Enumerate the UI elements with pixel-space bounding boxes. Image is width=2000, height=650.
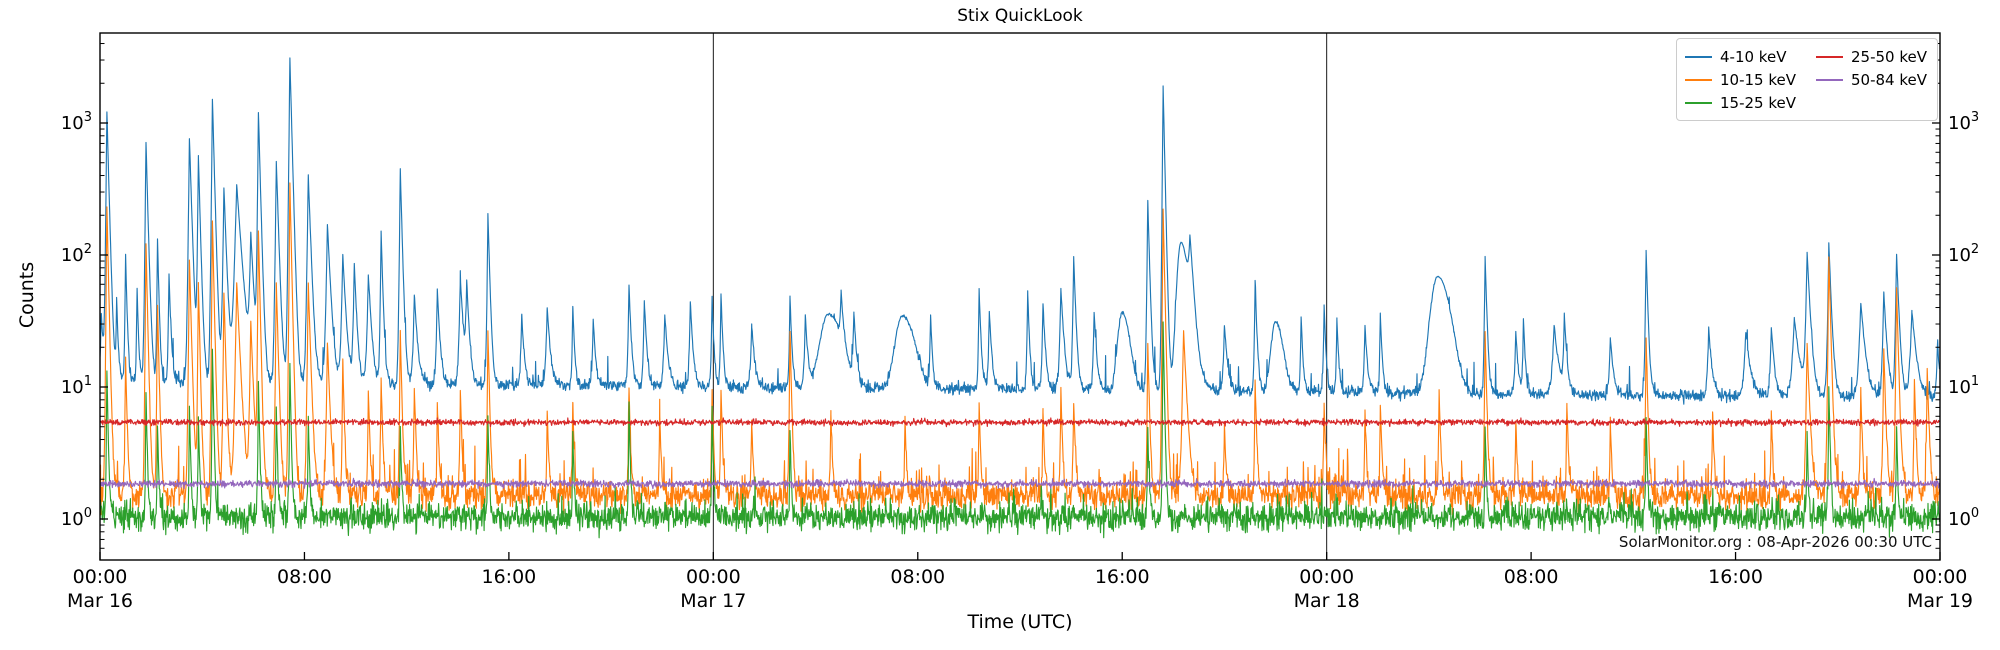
x-tick-label: 16:00	[1708, 566, 1763, 588]
x-tick-label: 00:00	[73, 566, 128, 588]
series-line-10-15-kev	[100, 182, 1940, 516]
x-tick-label: 00:00	[1299, 566, 1354, 588]
legend-swatch	[1816, 56, 1843, 58]
legend-label: 4-10 keV	[1720, 48, 1787, 66]
chart-title: Stix QuickLook	[957, 6, 1083, 26]
legend-swatch	[1685, 79, 1712, 81]
x-tick-label: 16:00	[482, 566, 537, 588]
legend-swatch	[1685, 56, 1712, 58]
y-axis-label: Counts	[16, 261, 38, 329]
x-tick-label: 08:00	[277, 566, 332, 588]
x-date-label: Mar 17	[680, 590, 746, 612]
x-date-label: Mar 16	[67, 590, 133, 612]
x-tick-label: 08:00	[1504, 566, 1559, 588]
legend-label: 15-25 keV	[1720, 94, 1796, 112]
y-tick-label-left: 102	[61, 242, 92, 266]
legend-item-25-50-kev: 25-50 keV	[1816, 46, 1929, 68]
series-line-4-10-kev	[100, 57, 1940, 405]
x-axis-label: Time (UTC)	[967, 611, 1073, 633]
y-tick-label-right: 102	[1948, 242, 1979, 266]
legend-label: 10-15 keV	[1720, 71, 1796, 89]
y-tick-label-right: 103	[1948, 110, 1979, 134]
legend-box: 4-10 keV 10-15 keV 15-25 keV 25-50 keV 50-84…	[1676, 38, 1938, 121]
x-tick-label: 08:00	[890, 566, 945, 588]
y-tick-label-left: 101	[61, 374, 92, 398]
x-tick-label: 16:00	[1095, 566, 1150, 588]
x-tick-label: 00:00	[686, 566, 741, 588]
y-tick-label-left: 103	[61, 110, 92, 134]
legend-label: 25-50 keV	[1851, 48, 1927, 66]
plot-frame	[99, 32, 1941, 561]
x-tick-label: 00:00	[1913, 566, 1968, 588]
watermark-text: SolarMonitor.org : 08-Apr-2026 00:30 UTC	[1618, 533, 1932, 551]
x-date-label: Mar 18	[1294, 590, 1360, 612]
legend-swatch	[1816, 79, 1843, 81]
y-tick-label-right: 101	[1948, 374, 1979, 398]
legend-swatch	[1685, 102, 1712, 104]
legend-item-15-25-kev: 15-25 keV	[1685, 92, 1798, 114]
series-line-50-84-kev	[100, 477, 1940, 490]
x-date-label: Mar 19	[1907, 590, 1973, 612]
legend-label: 50-84 keV	[1851, 71, 1927, 89]
y-tick-label-right: 100	[1948, 506, 1979, 530]
legend-item-4-10-kev: 4-10 keV	[1685, 46, 1798, 68]
y-tick-label-left: 100	[61, 506, 92, 530]
series-line-15-25-kev	[100, 321, 1940, 539]
legend-item-10-15-kev: 10-15 keV	[1685, 69, 1798, 91]
series-line-25-50-kev	[100, 417, 1940, 428]
legend-item-50-84-kev: 50-84 keV	[1816, 69, 1929, 91]
